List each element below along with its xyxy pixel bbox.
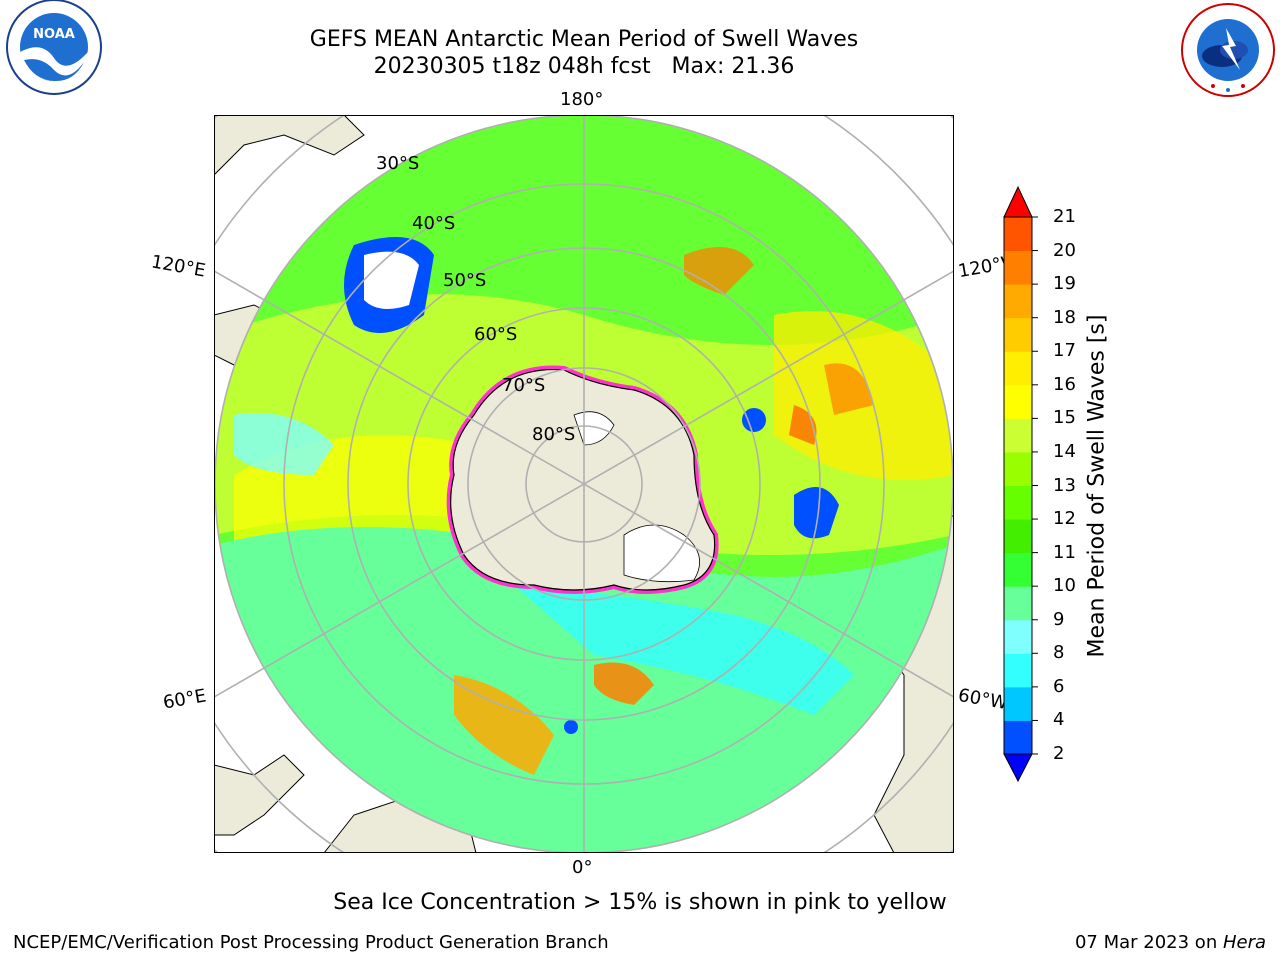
lat-label-40s: 40°S bbox=[412, 213, 455, 234]
colorbar-tick-label: 21 bbox=[1053, 206, 1076, 227]
colorbar-tick-label: 13 bbox=[1053, 474, 1076, 496]
colorbar-band bbox=[1004, 217, 1032, 252]
chart-title: GEFS MEAN Antarctic Mean Period of Swell… bbox=[309, 27, 859, 52]
chart-subtitle: 20230305 t18z 048h fcst Max: 21.36 bbox=[373, 54, 795, 79]
lat-label-30s: 30°S bbox=[376, 153, 419, 174]
lat-label-50s: 50°S bbox=[443, 270, 486, 291]
colorbar-band bbox=[1004, 552, 1032, 587]
footer-host: Hera bbox=[1222, 932, 1266, 953]
colorbar-tick-label: 8 bbox=[1053, 642, 1065, 664]
colorbar-band bbox=[1004, 317, 1032, 352]
colorbar-extend-low bbox=[1003, 753, 1033, 783]
colorbar-tick-label: 17 bbox=[1053, 340, 1076, 362]
colorbar-band bbox=[1004, 418, 1032, 453]
lat-label-60s: 60°S bbox=[474, 324, 517, 345]
colorbar-band bbox=[1004, 485, 1032, 520]
graticule bbox=[214, 115, 954, 853]
colorbar-tick-label: 18 bbox=[1053, 306, 1076, 328]
colorbar-tick-label: 12 bbox=[1053, 508, 1076, 530]
lat-label-80s: 80°S bbox=[532, 424, 575, 445]
colorbar-band bbox=[1004, 351, 1032, 386]
colorbar-band bbox=[1004, 250, 1032, 285]
colorbar-band bbox=[1004, 720, 1032, 755]
footer-branch: NCEP/EMC/Verification Post Processing Pr… bbox=[13, 932, 609, 953]
colorbar-tick-label: 2 bbox=[1053, 743, 1065, 764]
colorbar-tick-label: 19 bbox=[1053, 273, 1076, 295]
colorbar-extend-high bbox=[1003, 185, 1033, 218]
colorbar-tick-label: 15 bbox=[1053, 407, 1076, 429]
colorbar bbox=[1003, 185, 1038, 783]
colorbar-tick-label: 10 bbox=[1053, 575, 1076, 597]
lon-label-upper-left: 120°E bbox=[149, 251, 208, 282]
colorbar-band bbox=[1004, 384, 1032, 419]
colorbar-tick-label: 4 bbox=[1053, 709, 1065, 731]
colorbar-tick-label: 20 bbox=[1053, 239, 1076, 261]
lat-label-70s: 70°S bbox=[502, 375, 545, 396]
colorbar-tick-label: 6 bbox=[1053, 675, 1065, 697]
colorbar-band bbox=[1004, 619, 1032, 654]
colorbar-band bbox=[1004, 653, 1032, 688]
colorbar-band bbox=[1004, 451, 1032, 486]
footer-date-text: 07 Mar 2023 on bbox=[1074, 932, 1223, 953]
nws-logo bbox=[1181, 3, 1275, 97]
colorbar-tick-label: 16 bbox=[1053, 373, 1076, 395]
sea-ice-note: Sea Ice Concentration > 15% is shown in … bbox=[333, 890, 947, 915]
lon-label-bottom: 0° bbox=[572, 857, 593, 878]
colorbar-band bbox=[1004, 686, 1032, 721]
colorbar-label: Mean Period of Swell Waves [s] bbox=[1084, 314, 1110, 658]
colorbar-band bbox=[1004, 519, 1032, 554]
colorbar-tick-label: 9 bbox=[1053, 608, 1065, 630]
lon-label-lower-left: 60°E bbox=[161, 685, 208, 714]
noaa-logo: NOAA bbox=[6, 0, 102, 95]
colorbar-band bbox=[1004, 586, 1032, 621]
noaa-text: NOAA bbox=[33, 27, 75, 42]
colorbar-tick-label: 11 bbox=[1053, 541, 1076, 563]
colorbar-tick-label: 14 bbox=[1053, 440, 1076, 462]
lon-label-top: 180° bbox=[560, 89, 604, 110]
footer-date: 07 Mar 2023 on Hera bbox=[1075, 932, 1266, 953]
polar-map: 30°S 40°S 50°S 60°S 70°S 80°S bbox=[214, 115, 954, 853]
colorbar-band bbox=[1004, 284, 1032, 319]
